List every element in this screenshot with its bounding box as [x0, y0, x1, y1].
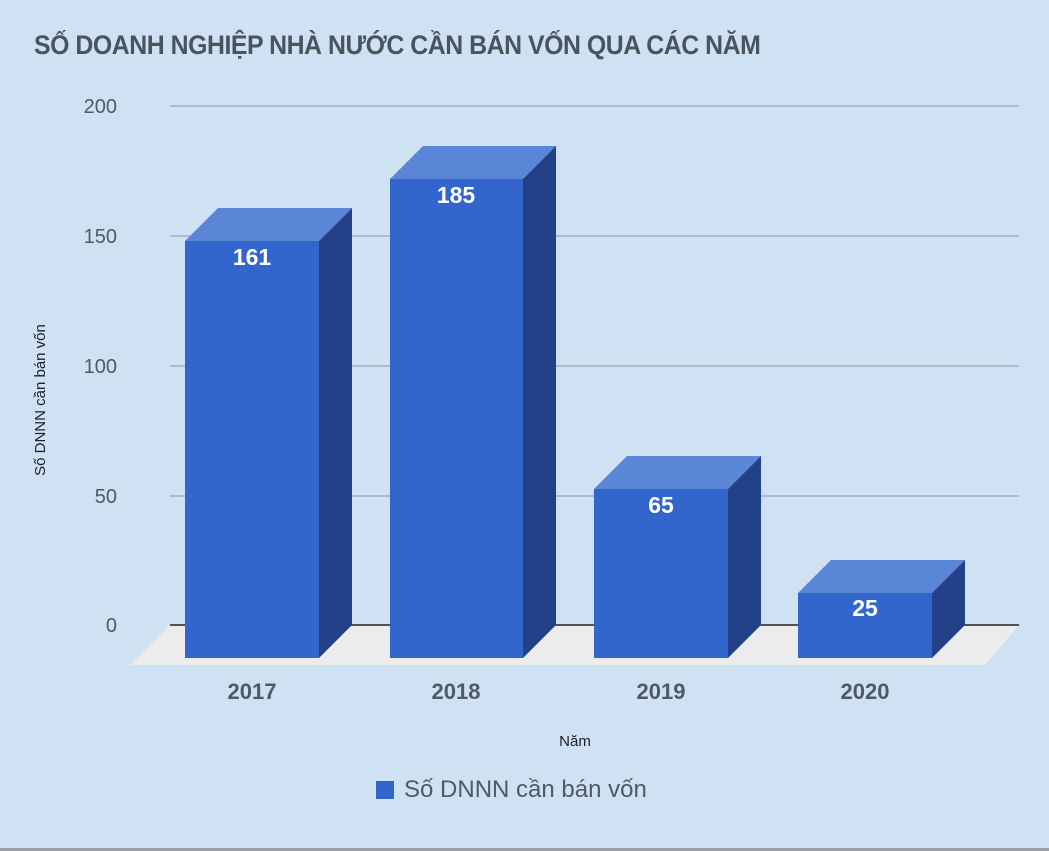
- legend-swatch-icon: [376, 781, 394, 799]
- legend-label: Số DNNN cần bán vốn: [404, 776, 647, 803]
- x-tick: 2017: [228, 679, 277, 704]
- x-axis-label: Năm: [559, 733, 591, 750]
- y-tick: 0: [106, 615, 117, 637]
- x-tick: 2018: [432, 679, 481, 704]
- value-label: 161: [233, 244, 272, 270]
- y-axis-ticks: 200 150 100 50 0: [84, 96, 117, 637]
- bar-2020[interactable]: 25: [798, 560, 965, 658]
- bar-2018[interactable]: 185: [390, 146, 556, 658]
- chart-title: SỐ DOANH NGHIỆP NHÀ NƯỚC CẦN BÁN VỐN QUA…: [34, 30, 761, 60]
- bottom-border: [0, 848, 1049, 851]
- x-tick: 2019: [637, 679, 686, 704]
- y-tick: 200: [84, 96, 117, 118]
- x-axis-ticks: 2017 2018 2019 2020: [228, 679, 890, 704]
- legend[interactable]: Số DNNN cần bán vốn: [376, 776, 647, 804]
- value-label: 185: [437, 182, 476, 208]
- chart-floor: [130, 625, 1019, 665]
- y-tick: 150: [84, 226, 117, 248]
- value-label: 25: [852, 595, 878, 621]
- bar-2019[interactable]: 65: [594, 456, 761, 658]
- value-label: 65: [648, 492, 674, 518]
- y-tick: 100: [84, 356, 117, 378]
- y-axis-label: Số DNNN cần bán vốn: [32, 324, 49, 476]
- bar-2017[interactable]: 161: [185, 208, 352, 658]
- y-tick: 50: [95, 486, 117, 508]
- x-tick: 2020: [841, 679, 890, 704]
